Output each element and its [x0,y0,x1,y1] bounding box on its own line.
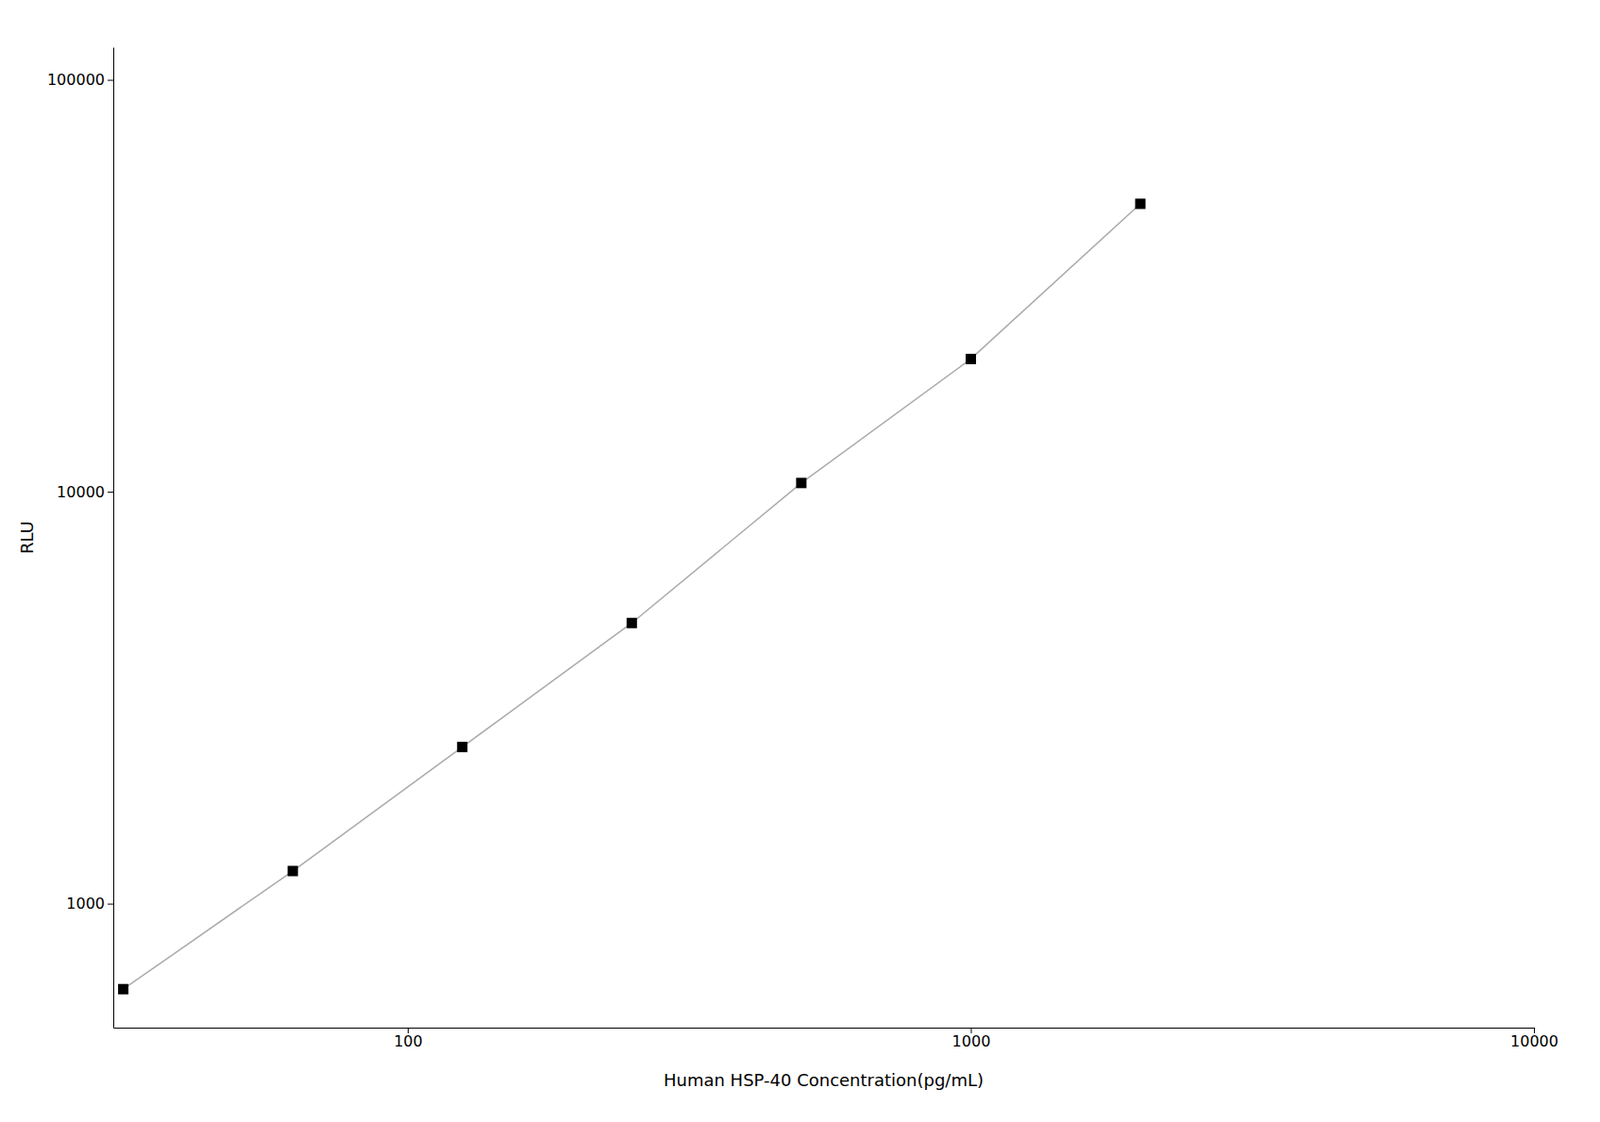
tick: 100000 [47,70,114,89]
chart: 100 1000 10000 1000 10000 100000 Human HSP-40 … [0,0,1600,1122]
marker [1135,198,1146,209]
tick: 10000 [1510,1027,1559,1051]
marker [287,866,299,877]
marker [456,741,468,753]
line [123,203,1141,990]
plot-area: 100 1000 10000 1000 10000 100000 Human HSP-40 … [16,48,1559,1092]
tick-label: 1000 [66,894,105,913]
axis-line [113,48,115,1029]
tick: 10000 [56,483,114,502]
marker [626,618,638,629]
tick-mark [107,904,114,906]
tick-label: 100000 [47,70,105,89]
marker [965,353,977,365]
y-axis-title: RLU [16,521,37,555]
tick-label: 10000 [56,483,105,502]
tick: 1000 [952,1027,992,1051]
marker [795,477,807,489]
tick: 100 [393,1027,423,1051]
x-axis-title: Human HSP-40 Concentration(pg/mL) [663,1070,984,1091]
tick-mark [107,491,114,493]
data-marks [117,198,1146,994]
tick-label: 1000 [952,1032,992,1051]
tick-mark [107,80,114,82]
x-axis: 100 1000 10000 [114,1027,1559,1051]
y-axis: 1000 10000 100000 [47,48,115,1029]
tick: 1000 [66,894,114,913]
tick-label: 100 [393,1032,423,1051]
axis-line [114,1027,1535,1029]
tick-label: 10000 [1510,1032,1559,1051]
marker [117,984,129,995]
